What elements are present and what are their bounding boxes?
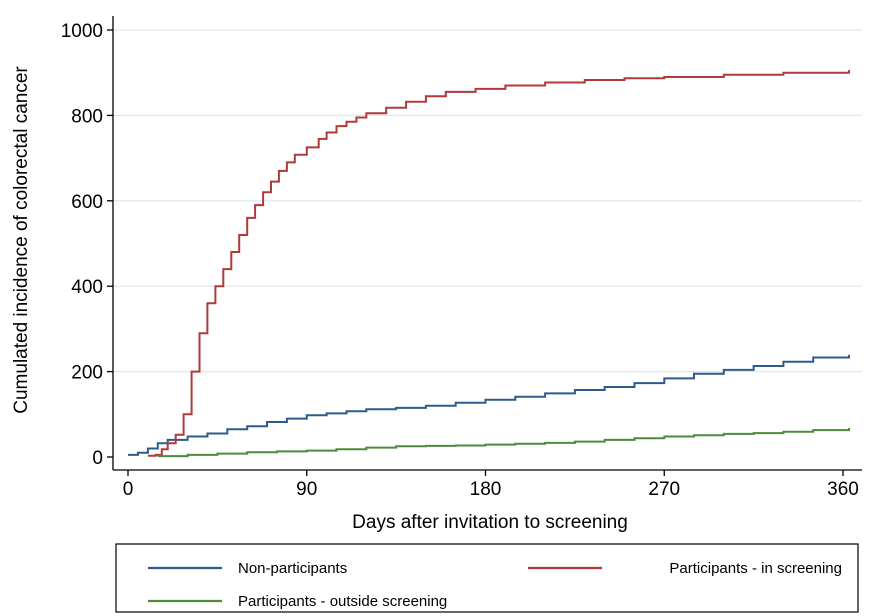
axes: 0 200 400 600 800 1000 0 90 180 270 360 (61, 16, 862, 500)
legend-label: Participants - in screening (669, 560, 842, 577)
legend-label: Participants - outside screening (238, 593, 447, 610)
series-line-2 (147, 70, 850, 457)
y-axis-title: Cumulated incidence of colorectal cancer (11, 66, 32, 414)
x-tick-label: 90 (296, 479, 317, 500)
x-tick-label: 270 (648, 479, 680, 500)
series-line-3 (157, 428, 850, 458)
legend-box (115, 543, 859, 613)
y-tick-label: 1000 (61, 21, 103, 42)
y-tick-label: 400 (71, 277, 103, 298)
x-tick-label: 180 (470, 479, 502, 500)
series-layer (128, 70, 850, 458)
x-axis-title: Days after invitation to screening (352, 512, 628, 533)
x-tick-label: 360 (827, 479, 859, 500)
series-line-1 (128, 354, 850, 456)
y-tick-label: 800 (71, 106, 103, 127)
y-tick-label: 600 (71, 192, 103, 213)
legend: Non-participants Participants - in screen… (115, 543, 859, 613)
x-tick-label: 0 (123, 479, 134, 500)
legend-label: Non-participants (238, 560, 347, 577)
y-tick-label: 200 (71, 363, 103, 384)
gridlines (113, 29, 862, 373)
y-tick-label: 0 (92, 448, 103, 469)
